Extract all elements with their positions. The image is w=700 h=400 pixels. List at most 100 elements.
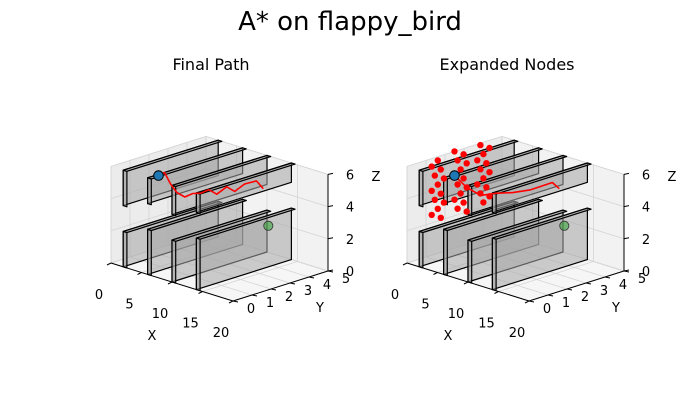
obstacles	[418, 139, 592, 292]
obstacle-face-side	[171, 239, 177, 284]
expanded-node	[457, 190, 464, 197]
expanded-node	[463, 208, 470, 215]
y-tick-mark	[308, 276, 315, 279]
obstacle-face-top	[122, 139, 223, 172]
z-tick-label: 2	[346, 233, 354, 248]
y-tick-mark	[566, 288, 573, 291]
x-tick-mark	[137, 272, 142, 275]
x-tick-label: 20	[213, 326, 230, 341]
z-tick-label: 2	[642, 233, 650, 248]
expanded-node	[437, 166, 444, 173]
z-tick-mark	[623, 205, 630, 208]
expanded-node	[454, 205, 461, 212]
x-tick-label: 10	[152, 307, 169, 322]
z-axis-label: Z	[668, 170, 677, 185]
obstacle-face-side	[418, 169, 424, 208]
obstacle-face-top	[195, 207, 296, 240]
obstacle-face-side	[195, 192, 201, 215]
obstacle-face-side	[467, 239, 473, 284]
expanded-node	[431, 196, 438, 203]
expanded-node	[480, 175, 487, 182]
expanded-node	[483, 184, 490, 191]
obstacle-face-side	[418, 230, 424, 269]
expanded-node	[440, 175, 448, 182]
figure-title: A* on flappy_bird	[238, 7, 462, 37]
expanded-node	[440, 199, 448, 206]
y-axis-line	[232, 270, 329, 302]
z-tick-label: 0	[642, 265, 650, 280]
expanded-node	[474, 157, 481, 164]
x-tick-mark	[402, 262, 408, 266]
x-tick-label: 5	[125, 298, 133, 313]
x-axis-label: X	[148, 329, 157, 344]
y-axis-line	[528, 270, 625, 302]
expanded-node	[474, 181, 481, 188]
z-tick-label: 6	[346, 168, 354, 183]
obstacle-face-side	[491, 237, 497, 292]
x-tick-mark	[433, 272, 438, 275]
obstacle-face-top	[147, 198, 247, 232]
z-tick-mark	[623, 237, 630, 240]
path-line	[158, 171, 264, 198]
y-tick-mark	[289, 282, 296, 285]
y-tick-label: 3	[304, 284, 312, 299]
z-tick-label: 4	[642, 201, 650, 216]
z-tick-label: 6	[642, 168, 650, 183]
y-tick-label: 0	[247, 302, 255, 317]
y-tick-mark	[232, 300, 239, 303]
y-tick-label: 2	[285, 290, 293, 305]
y-tick-mark	[604, 276, 611, 279]
obstacle-face-top	[443, 198, 543, 232]
obstacles	[122, 139, 296, 292]
obstacle-face-top	[467, 154, 568, 188]
expanded-node	[454, 157, 461, 164]
expanded-node	[451, 148, 458, 155]
expanded-node	[428, 163, 435, 170]
obstacle-face-top	[467, 209, 568, 242]
expanded-node	[454, 181, 461, 188]
x-axis-label: X	[444, 329, 453, 344]
x-tick-mark	[198, 291, 203, 294]
expanded-node	[434, 181, 441, 188]
obstacle-face-top	[171, 154, 272, 188]
y-axis-label: Y	[315, 301, 324, 316]
y-tick-mark	[251, 294, 258, 297]
obstacle-face-side	[195, 237, 201, 292]
subplot-title-expanded-nodes: Expanded Nodes	[439, 55, 574, 74]
expanded-node	[460, 199, 467, 206]
expanded-node	[486, 169, 493, 176]
z-tick-label: 4	[346, 201, 354, 216]
expanded-node	[486, 144, 493, 152]
z-tick-mark	[327, 172, 334, 175]
path-line	[453, 175, 560, 197]
obstacle-face-side	[147, 177, 152, 206]
y-tick-mark	[528, 300, 535, 303]
y-tick-label: 4	[323, 278, 331, 293]
path-series	[153, 170, 274, 231]
expanded-node	[428, 187, 435, 194]
z-axis-label: Z	[372, 170, 381, 185]
expanded-node	[437, 190, 444, 197]
y-tick-label: 0	[543, 302, 551, 317]
y-tick-mark	[270, 288, 277, 291]
x-tick-mark	[494, 291, 499, 294]
obstacle-face-side	[443, 228, 448, 277]
expanded-node	[480, 199, 487, 206]
expanded-node	[463, 160, 470, 167]
expanded-node	[451, 196, 458, 203]
z-tick-mark	[623, 172, 630, 175]
obstacle-face-top	[491, 207, 592, 240]
z-tick-mark	[327, 205, 334, 208]
expanded-node	[437, 214, 444, 221]
gridline-z	[406, 135, 625, 175]
y-tick-label: 5	[638, 272, 646, 287]
y-tick-label: 1	[562, 296, 570, 311]
y-tick-label: 3	[600, 284, 608, 299]
obstacle-face-top	[418, 139, 519, 172]
z-tick-mark	[327, 237, 334, 240]
x-tick-mark	[228, 300, 234, 304]
expanded-nodes-series	[428, 141, 570, 231]
